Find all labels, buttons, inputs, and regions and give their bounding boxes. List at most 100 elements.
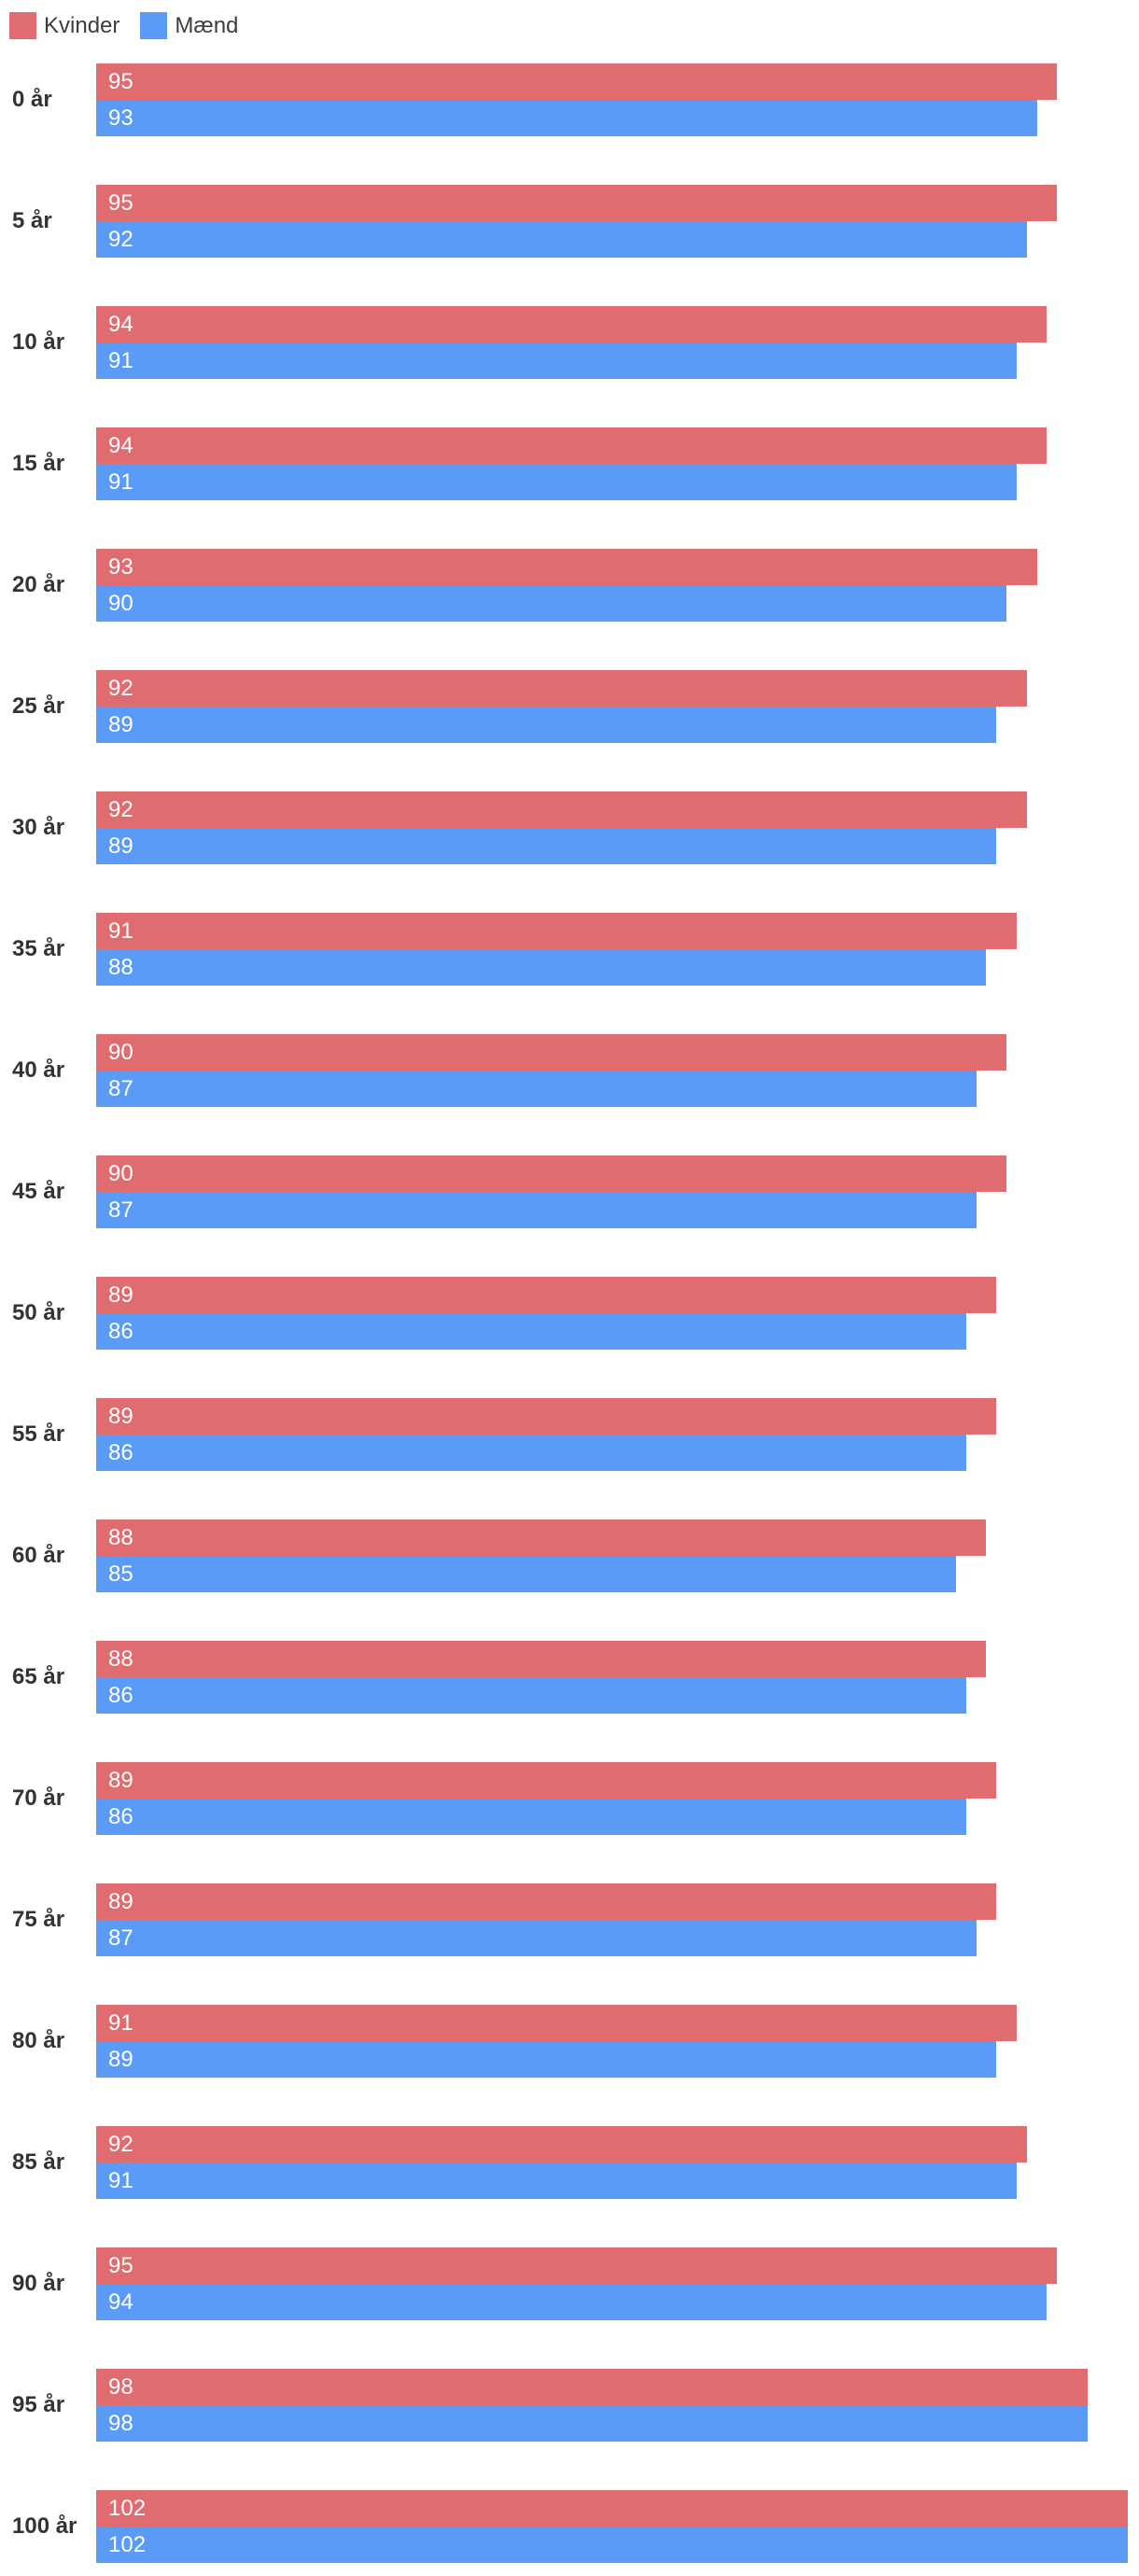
bar-maend[interactable]: 90 — [96, 585, 1006, 622]
age-group-label: 20 år — [12, 572, 65, 597]
bar-kvinder[interactable]: 92 — [96, 791, 1027, 828]
bar-value-kvinder: 95 — [108, 2252, 134, 2278]
bar-pair: 92 89 — [96, 670, 1128, 743]
age-group-row: 100 år 102 102 — [0, 2490, 1139, 2563]
age-group-label: 65 år — [12, 1664, 65, 1689]
bar-kvinder[interactable]: 89 — [96, 1277, 997, 1313]
bar-kvinder[interactable]: 91 — [96, 913, 1017, 949]
bar-maend[interactable]: 86 — [96, 1677, 966, 1714]
bar-maend[interactable]: 86 — [96, 1435, 966, 1471]
legend-label-maend: Mænd — [175, 13, 239, 38]
bar-kvinder[interactable]: 102 — [96, 2490, 1128, 2527]
bar-pair: 93 90 — [96, 549, 1128, 622]
age-group-label: 45 år — [12, 1179, 65, 1204]
age-group-row: 65 år 88 86 — [0, 1641, 1139, 1714]
bar-pair: 90 87 — [96, 1034, 1128, 1107]
bar-value-kvinder: 94 — [108, 432, 134, 458]
bar-maend[interactable]: 98 — [96, 2405, 1088, 2442]
bar-maend[interactable]: 92 — [96, 221, 1027, 258]
bar-maend[interactable]: 94 — [96, 2284, 1048, 2320]
bar-maend[interactable]: 93 — [96, 100, 1037, 136]
bar-pair: 91 89 — [96, 2005, 1128, 2078]
bar-kvinder[interactable]: 95 — [96, 63, 1058, 100]
bar-kvinder[interactable]: 89 — [96, 1398, 997, 1435]
bar-kvinder[interactable]: 94 — [96, 306, 1048, 343]
bar-value-kvinder: 91 — [108, 2009, 134, 2036]
bar-kvinder[interactable]: 89 — [96, 1883, 997, 1920]
age-group-row: 10 år 94 91 — [0, 306, 1139, 379]
age-group-row: 85 år 92 91 — [0, 2126, 1139, 2199]
bar-value-kvinder: 93 — [108, 553, 134, 580]
bar-maend[interactable]: 89 — [96, 707, 997, 743]
bar-value-maend: 87 — [108, 1197, 134, 1223]
bar-pair: 95 94 — [96, 2247, 1128, 2320]
bar-kvinder[interactable]: 95 — [96, 185, 1058, 221]
bar-kvinder[interactable]: 90 — [96, 1155, 1006, 1192]
bar-maend[interactable]: 91 — [96, 343, 1017, 379]
bar-value-kvinder: 89 — [108, 1403, 134, 1429]
bar-maend[interactable]: 87 — [96, 1920, 977, 1956]
age-group-row: 25 år 92 89 — [0, 670, 1139, 743]
bar-pair: 94 91 — [96, 306, 1128, 379]
bar-kvinder[interactable]: 92 — [96, 670, 1027, 707]
bar-value-kvinder: 92 — [108, 2131, 134, 2157]
bar-pair: 90 87 — [96, 1155, 1128, 1228]
bar-value-kvinder: 88 — [108, 1524, 134, 1550]
bar-value-kvinder: 89 — [108, 1767, 134, 1793]
bar-kvinder[interactable]: 91 — [96, 2005, 1017, 2041]
bar-value-maend: 89 — [108, 711, 134, 737]
bar-pair: 91 88 — [96, 913, 1128, 986]
bar-maend[interactable]: 102 — [96, 2527, 1128, 2563]
age-group-label: 75 år — [12, 1907, 65, 1932]
bar-kvinder[interactable]: 94 — [96, 427, 1048, 464]
legend: Kvinder Mænd — [9, 12, 259, 39]
bar-value-kvinder: 95 — [108, 189, 134, 216]
age-group-row: 55 år 89 86 — [0, 1398, 1139, 1471]
bar-value-maend: 93 — [108, 105, 134, 131]
bar-maend[interactable]: 89 — [96, 828, 997, 864]
legend-item-maend[interactable]: Mænd — [140, 12, 238, 39]
age-group-row: 5 år 95 92 — [0, 185, 1139, 258]
bar-pair: 92 91 — [96, 2126, 1128, 2199]
bar-kvinder[interactable]: 88 — [96, 1641, 987, 1677]
bar-kvinder[interactable]: 89 — [96, 1762, 997, 1799]
age-group-label: 30 år — [12, 815, 65, 840]
age-group-label: 10 år — [12, 329, 65, 355]
bar-kvinder[interactable]: 92 — [96, 2126, 1027, 2163]
bar-value-maend: 85 — [108, 1561, 134, 1587]
age-group-label: 15 år — [12, 451, 65, 476]
bar-pair: 94 91 — [96, 427, 1128, 500]
bar-maend[interactable]: 89 — [96, 2041, 997, 2078]
legend-item-kvinder[interactable]: Kvinder — [9, 12, 120, 39]
age-group-label: 100 år — [12, 2513, 77, 2539]
age-group-row: 40 år 90 87 — [0, 1034, 1139, 1107]
age-group-row: 0 år 95 93 — [0, 63, 1139, 136]
bar-kvinder[interactable]: 90 — [96, 1034, 1006, 1071]
bar-kvinder[interactable]: 98 — [96, 2369, 1088, 2405]
bar-maend[interactable]: 91 — [96, 464, 1017, 500]
bar-maend[interactable]: 85 — [96, 1556, 956, 1592]
bar-pair: 89 87 — [96, 1883, 1128, 1956]
bar-maend[interactable]: 91 — [96, 2163, 1017, 2199]
bar-value-maend: 86 — [108, 1682, 134, 1708]
legend-swatch-kvinder-icon — [9, 12, 36, 39]
bar-maend[interactable]: 87 — [96, 1071, 977, 1107]
bar-kvinder[interactable]: 93 — [96, 549, 1037, 585]
bar-value-kvinder: 95 — [108, 68, 134, 94]
age-group-label: 70 år — [12, 1785, 65, 1811]
age-group-label: 85 år — [12, 2149, 65, 2175]
age-group-row: 45 år 90 87 — [0, 1155, 1139, 1228]
bar-value-maend: 102 — [108, 2531, 147, 2557]
bar-value-kvinder: 92 — [108, 796, 134, 822]
bar-pair: 92 89 — [96, 791, 1128, 864]
bar-maend[interactable]: 88 — [96, 949, 987, 986]
bar-kvinder[interactable]: 95 — [96, 2247, 1058, 2284]
age-group-row: 95 år 98 98 — [0, 2369, 1139, 2442]
age-group-label: 35 år — [12, 936, 65, 961]
bar-value-maend: 91 — [108, 347, 134, 373]
bar-maend[interactable]: 87 — [96, 1192, 977, 1228]
bar-kvinder[interactable]: 88 — [96, 1519, 987, 1556]
bar-maend[interactable]: 86 — [96, 1313, 966, 1350]
bar-value-maend: 87 — [108, 1075, 134, 1101]
bar-maend[interactable]: 86 — [96, 1799, 966, 1835]
